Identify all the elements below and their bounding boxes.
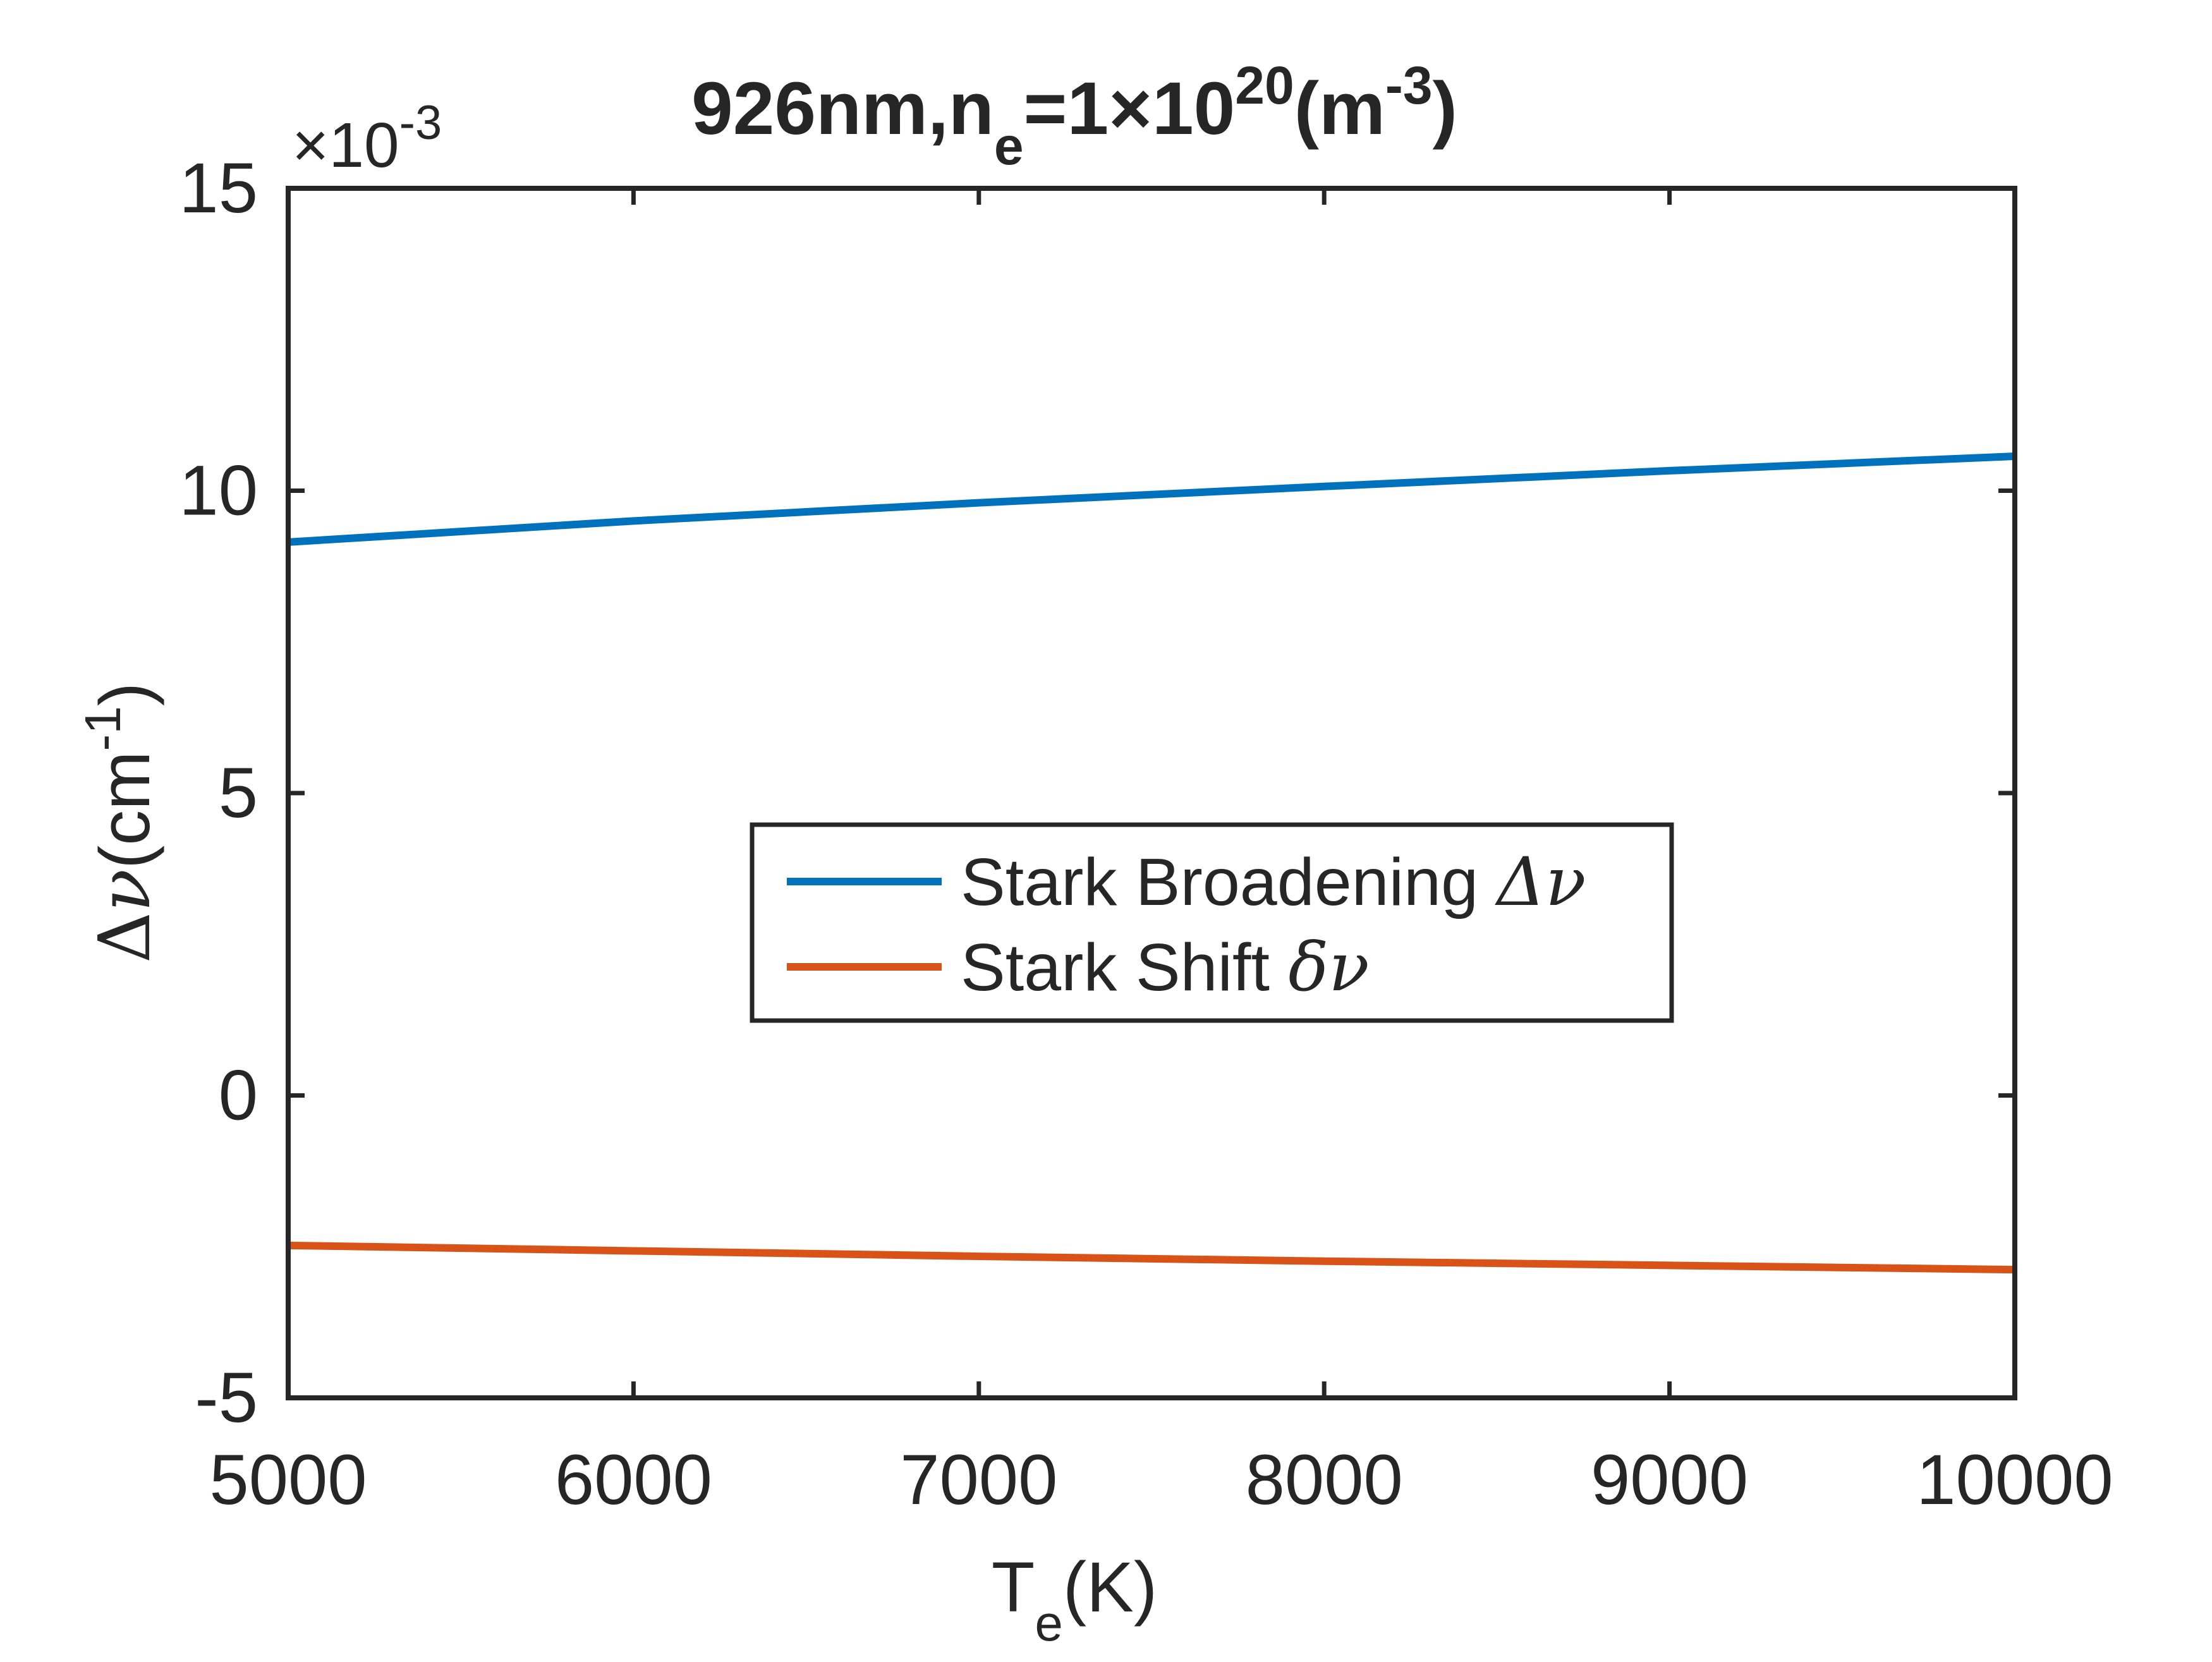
legend-label-stark-shift: Stark Shift δν xyxy=(961,928,1370,1006)
x-tick-label: 6000 xyxy=(555,1440,712,1519)
tick-labels: 5000 6000 7000 8000 9000 10000 -5 0 5 10 15 xyxy=(179,149,2113,1519)
y-tick-label: 15 xyxy=(179,149,258,227)
plot-area-frame xyxy=(286,186,2017,1400)
y-tick-label: -5 xyxy=(195,1358,258,1437)
data-series xyxy=(288,452,2015,1274)
x-tick-label: 5000 xyxy=(209,1440,367,1519)
y-axis-label: Δν(cm-1) xyxy=(75,682,166,963)
chart-title: 926nm,ne=1×1020(m-3) xyxy=(691,56,1457,176)
y-tick-label: 5 xyxy=(219,753,258,832)
legend: Stark Broadening Δν Stark Shift δν xyxy=(750,822,1674,1023)
y-tick-label: 0 xyxy=(219,1056,258,1135)
legend-label-stark-broadening: Stark Broadening Δν xyxy=(961,843,1586,921)
y-tick-label: 10 xyxy=(179,451,258,530)
x-tick-label: 9000 xyxy=(1591,1440,1748,1519)
series-line-stark-shift xyxy=(288,1241,2015,1274)
x-tick-label: 8000 xyxy=(1246,1440,1403,1519)
legend-box xyxy=(750,822,1674,1023)
x-tick-label: 7000 xyxy=(900,1440,1057,1519)
y-axis-exponent: ×10-3 xyxy=(292,96,442,181)
x-tick-label: 10000 xyxy=(1916,1440,2113,1519)
series-line-stark-broadening xyxy=(288,452,2015,546)
x-axis-label: Te(K) xyxy=(992,1548,1157,1651)
